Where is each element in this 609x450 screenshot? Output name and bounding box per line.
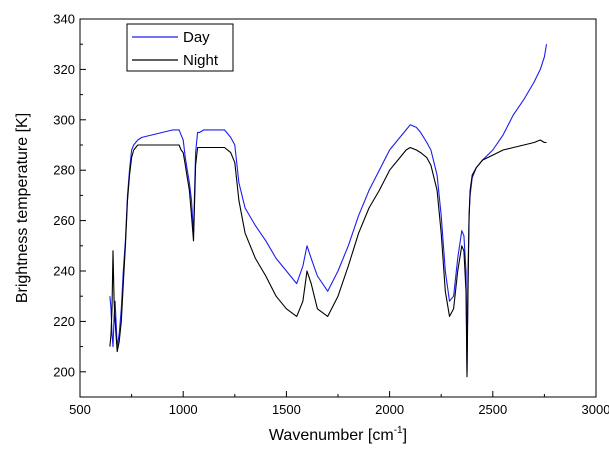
y-tick-label: 240 — [53, 264, 75, 279]
y-tick-label: 220 — [53, 314, 75, 329]
x-tick-label: 500 — [69, 402, 91, 417]
y-tick-label: 260 — [53, 213, 75, 228]
y-tick-label: 300 — [53, 112, 75, 127]
x-axis-title-tail: ] — [403, 427, 407, 444]
series-layer — [109, 44, 548, 378]
y-tick-label: 340 — [53, 12, 75, 27]
series-line-day — [109, 44, 548, 373]
x-tick-label: 2000 — [375, 402, 404, 417]
x-tick-label: 1500 — [272, 402, 301, 417]
series-line-night — [109, 139, 547, 378]
x-axis-title-superscript: -1 — [394, 425, 403, 436]
y-tick-label: 280 — [53, 163, 75, 178]
legend-label-day: Day — [183, 29, 210, 46]
y-axis-title: Brightness temperature [K] — [14, 113, 31, 303]
x-axis-title: Wavenumber [cm-1] — [269, 425, 407, 444]
x-axis-title-main: Wavenumber [cm — [269, 427, 394, 444]
y-tick-label: 320 — [53, 62, 75, 77]
x-tick-label: 1000 — [169, 402, 198, 417]
x-tick-label: 2500 — [478, 402, 507, 417]
x-tick-label: 3000 — [582, 402, 609, 417]
plot-frame — [79, 18, 597, 398]
legend-label-night: Night — [183, 52, 219, 69]
legend: Day Night — [126, 23, 234, 72]
y-tick-label: 200 — [53, 364, 75, 379]
ticks-layer: 500 1000 1500 2000 2500 3000 200 220 240 260 280 30… — [53, 12, 609, 418]
legend-box — [126, 23, 234, 72]
